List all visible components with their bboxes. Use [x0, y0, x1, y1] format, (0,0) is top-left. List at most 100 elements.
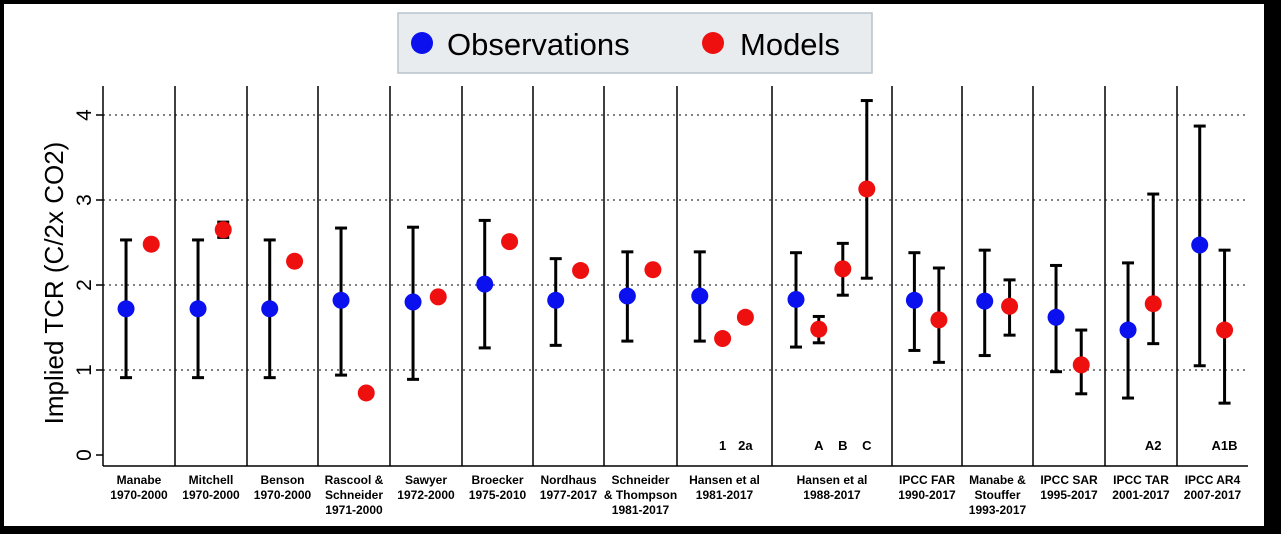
model-point	[644, 261, 662, 279]
legend-models-label: Models	[740, 27, 840, 62]
model-point	[736, 308, 754, 326]
scenario-label: C	[862, 438, 872, 453]
category-label: Benson	[260, 473, 304, 487]
group-7	[547, 257, 590, 347]
legend-observations-dot	[411, 32, 433, 54]
category-label: 1990-2017	[898, 488, 956, 502]
category-label: IPCC FAR	[899, 473, 955, 487]
observation-point	[787, 290, 805, 308]
model-point	[810, 320, 828, 338]
model-point	[214, 221, 232, 239]
category-label: Manabe &	[969, 473, 1026, 487]
category-label: 1981-2017	[696, 488, 754, 502]
observation-point	[476, 275, 494, 293]
observation-point	[1047, 308, 1065, 326]
model-point	[572, 262, 590, 280]
scenario-label: B	[838, 438, 847, 453]
category-label: 2001-2017	[1112, 488, 1170, 502]
scenario-label: A2	[1145, 438, 1162, 453]
model-point	[834, 260, 852, 278]
category-label: 1988-2017	[803, 488, 861, 502]
observation-point	[261, 300, 279, 318]
data-marks: 1 2a A B C A2 A1B	[117, 99, 1238, 453]
group-4	[332, 226, 375, 402]
group-8	[618, 250, 662, 343]
category-label: Nordhaus	[540, 473, 596, 487]
x-category-labels: Manabe1970-2000Mitchell1970-2000Benson19…	[110, 473, 1241, 517]
category-label: 1993-2017	[969, 503, 1027, 517]
group-5	[404, 225, 447, 381]
model-point	[357, 384, 375, 402]
group-12	[976, 248, 1019, 358]
model-point	[1072, 356, 1090, 374]
group-14: A2	[1119, 192, 1162, 453]
legend-box	[397, 12, 873, 74]
group-3	[261, 238, 304, 380]
group-13	[1047, 263, 1090, 396]
category-label: Schneider	[611, 473, 669, 487]
category-label: 1977-2017	[540, 488, 598, 502]
plot-background	[4, 4, 1264, 526]
category-label: & Thompson	[604, 488, 677, 502]
model-point	[858, 180, 876, 198]
category-label: Rascool &	[325, 473, 384, 487]
category-label: 2007-2017	[1184, 488, 1242, 502]
group-1	[117, 235, 160, 380]
legend: Observations Models	[397, 12, 873, 74]
category-label: 1970-2000	[110, 488, 168, 502]
category-label: Sawyer	[405, 473, 447, 487]
group-6	[476, 218, 519, 350]
category-label: IPCC AR4	[1185, 473, 1241, 487]
scenario-label: A1B	[1212, 438, 1238, 453]
scenario-label: 2a	[738, 438, 753, 453]
model-point	[930, 311, 948, 329]
observation-point	[905, 291, 923, 309]
category-label: 1975-2010	[469, 488, 527, 502]
observation-point	[691, 287, 709, 305]
y-axis-label: Implied TCR (C/2x CO2)	[39, 142, 69, 425]
category-label: 1971-2000	[325, 503, 383, 517]
observation-point	[117, 300, 135, 318]
group-11	[905, 251, 948, 364]
model-point	[501, 233, 519, 251]
category-label: Stouffer	[975, 488, 1021, 502]
scenario-label: A	[814, 438, 824, 453]
model-point	[1144, 295, 1162, 313]
y-tick-label: 4	[73, 109, 96, 121]
observation-point	[1191, 236, 1209, 254]
category-label: 1995-2017	[1040, 488, 1098, 502]
model-point	[142, 235, 160, 253]
category-label: 1972-2000	[397, 488, 455, 502]
y-tick-label: 0	[73, 449, 96, 461]
legend-models-dot	[702, 32, 724, 54]
model-point	[429, 288, 447, 306]
panel-dividers	[174, 86, 1178, 466]
observation-point	[1119, 321, 1137, 339]
y-tick-label: 3	[73, 194, 96, 206]
category-label: IPCC SAR	[1040, 473, 1098, 487]
y-tick-label: 1	[73, 364, 96, 376]
group-9: 1 2a	[691, 250, 754, 453]
category-label: 1970-2000	[254, 488, 312, 502]
group-15: A1B	[1191, 124, 1238, 453]
model-point	[1001, 297, 1019, 315]
category-label: Manabe	[117, 473, 162, 487]
observation-point	[404, 293, 422, 311]
observation-point	[332, 291, 350, 309]
category-label: Hansen et al	[689, 473, 760, 487]
observation-point	[189, 300, 207, 318]
model-point	[286, 252, 304, 270]
model-point	[714, 330, 732, 348]
model-point	[1216, 321, 1234, 339]
category-label: 1970-2000	[182, 488, 240, 502]
observation-point	[547, 291, 565, 309]
observation-point	[976, 292, 994, 310]
observation-point	[618, 287, 636, 305]
group-2	[189, 220, 232, 380]
category-label: Schneider	[325, 488, 383, 502]
y-tick-label: 2	[73, 279, 96, 291]
category-label: Broecker	[471, 473, 523, 487]
